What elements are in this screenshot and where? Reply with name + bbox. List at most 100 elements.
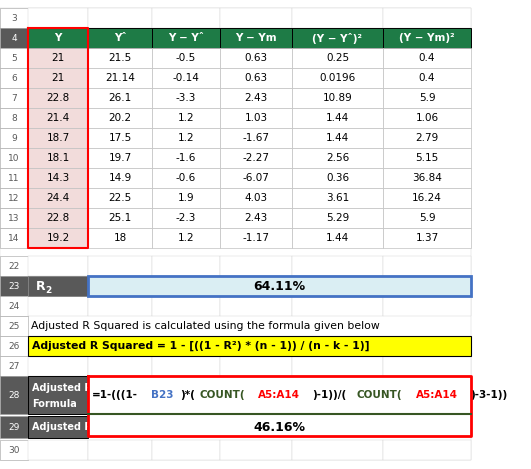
- Bar: [0, 8, 471, 460]
- Text: -0.6: -0.6: [176, 173, 196, 183]
- Bar: [88, 8, 152, 28]
- Bar: [292, 228, 383, 248]
- Bar: [0, 276, 28, 296]
- Bar: [88, 148, 152, 168]
- Text: 0.63: 0.63: [244, 53, 268, 63]
- Bar: [152, 68, 220, 88]
- Text: 25: 25: [8, 322, 20, 331]
- Bar: [383, 88, 471, 108]
- Text: 13: 13: [8, 213, 20, 222]
- Text: 21.14: 21.14: [105, 73, 135, 83]
- Bar: [88, 48, 152, 68]
- Bar: [28, 28, 88, 48]
- Text: 0.4: 0.4: [419, 53, 435, 63]
- Text: Adjusted R Squared: Adjusted R Squared: [32, 422, 141, 432]
- Text: 8: 8: [11, 113, 17, 122]
- Text: 21.5: 21.5: [108, 53, 132, 63]
- Text: 0.4: 0.4: [419, 73, 435, 83]
- Text: 4: 4: [11, 33, 17, 43]
- Text: -1.17: -1.17: [243, 233, 270, 243]
- Bar: [28, 440, 88, 460]
- Text: -2.27: -2.27: [243, 153, 270, 163]
- Bar: [88, 208, 152, 228]
- Bar: [28, 336, 471, 356]
- Text: 21: 21: [52, 73, 65, 83]
- Text: 3: 3: [11, 14, 17, 23]
- Bar: [383, 256, 471, 276]
- Bar: [88, 188, 152, 208]
- Bar: [383, 48, 471, 68]
- Bar: [88, 108, 152, 128]
- Text: 18.1: 18.1: [46, 153, 70, 163]
- Bar: [28, 188, 88, 208]
- Bar: [152, 356, 220, 376]
- Text: R: R: [36, 280, 46, 293]
- Text: -1.6: -1.6: [176, 153, 196, 163]
- Bar: [220, 8, 292, 28]
- Bar: [28, 208, 88, 228]
- Text: 9: 9: [11, 134, 17, 143]
- Bar: [0, 108, 28, 128]
- Bar: [28, 88, 88, 108]
- Bar: [220, 28, 292, 48]
- Text: 25.1: 25.1: [108, 213, 132, 223]
- Bar: [383, 28, 471, 48]
- Text: A5:A14: A5:A14: [259, 390, 301, 400]
- Text: 1.44: 1.44: [326, 233, 349, 243]
- Text: )*(: )*(: [181, 390, 195, 400]
- Text: 3.61: 3.61: [326, 193, 349, 203]
- Text: 11: 11: [8, 174, 20, 182]
- Bar: [28, 296, 88, 316]
- Bar: [88, 276, 471, 296]
- Bar: [28, 276, 88, 296]
- Text: 26: 26: [8, 341, 20, 350]
- Text: 5: 5: [11, 53, 17, 62]
- Text: 28: 28: [8, 391, 20, 400]
- Bar: [28, 356, 88, 376]
- Text: -3.3: -3.3: [176, 93, 196, 103]
- Bar: [220, 148, 292, 168]
- Bar: [28, 8, 88, 28]
- Text: 1.2: 1.2: [178, 113, 194, 123]
- Text: Adjusted R Squared: Adjusted R Squared: [32, 383, 141, 393]
- Text: 7: 7: [11, 93, 17, 103]
- Bar: [292, 48, 383, 68]
- Bar: [220, 88, 292, 108]
- Bar: [220, 108, 292, 128]
- Bar: [152, 88, 220, 108]
- Bar: [28, 256, 88, 276]
- Text: -1.67: -1.67: [243, 133, 270, 143]
- Text: -2.3: -2.3: [176, 213, 196, 223]
- Bar: [292, 440, 383, 460]
- Text: 1.2: 1.2: [178, 133, 194, 143]
- Bar: [0, 416, 28, 438]
- Bar: [0, 316, 28, 336]
- Text: 46.16%: 46.16%: [253, 421, 305, 433]
- Text: 2.79: 2.79: [415, 133, 439, 143]
- Bar: [152, 148, 220, 168]
- Text: Y − Ym: Y − Ym: [235, 33, 277, 43]
- Bar: [292, 88, 383, 108]
- Text: 14.3: 14.3: [46, 173, 70, 183]
- Bar: [0, 440, 28, 460]
- Bar: [220, 128, 292, 148]
- Text: 22: 22: [8, 262, 20, 271]
- Text: 23: 23: [8, 281, 20, 290]
- Bar: [383, 296, 471, 316]
- Text: (Y − Ym)²: (Y − Ym)²: [399, 33, 455, 43]
- Bar: [292, 68, 383, 88]
- Text: )-1))/(: )-1))/(: [313, 390, 347, 400]
- Text: 10: 10: [8, 153, 20, 162]
- Bar: [292, 208, 383, 228]
- Bar: [152, 28, 220, 48]
- Text: Yˆ: Yˆ: [114, 33, 126, 43]
- Text: 14.9: 14.9: [108, 173, 132, 183]
- Bar: [0, 256, 28, 276]
- Text: Adjusted R Squared = 1 - [((1 - R²) * (n - 1)) / (n - k - 1)]: Adjusted R Squared = 1 - [((1 - R²) * (n…: [32, 341, 370, 351]
- Bar: [28, 376, 88, 414]
- Text: 5.15: 5.15: [415, 153, 439, 163]
- Bar: [220, 48, 292, 68]
- Bar: [88, 128, 152, 148]
- Bar: [88, 296, 152, 316]
- Bar: [152, 208, 220, 228]
